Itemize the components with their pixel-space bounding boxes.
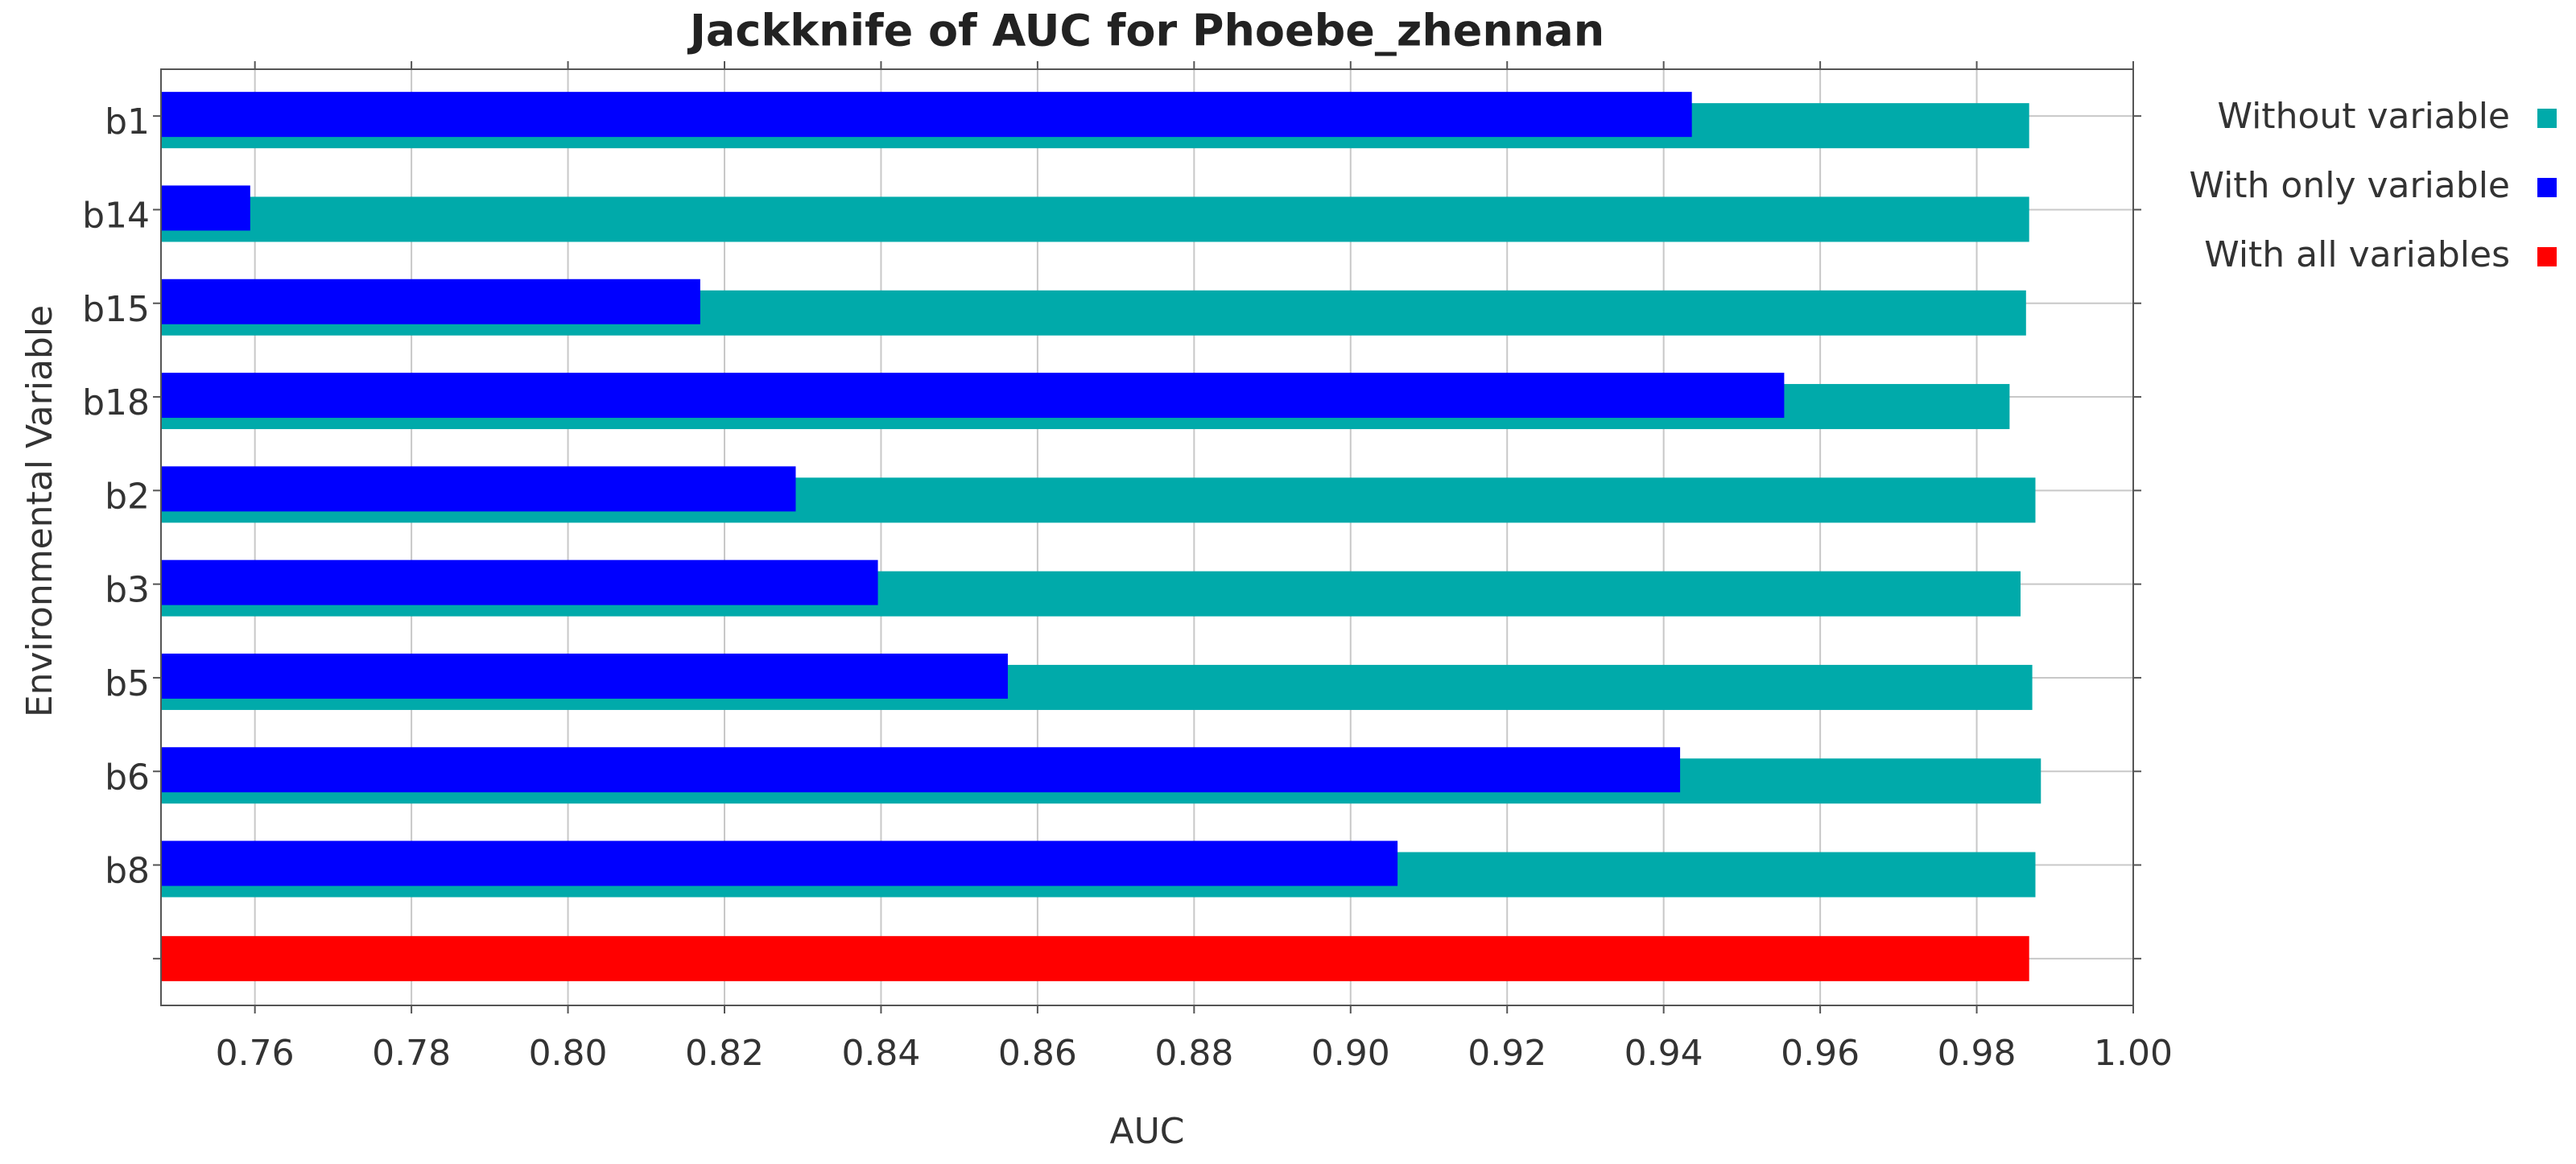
y-tick-label: b15: [82, 289, 150, 330]
x-tick-label: 0.92: [1468, 1033, 1546, 1074]
bar: [161, 935, 2029, 981]
bar: [161, 559, 878, 605]
chart-title: Jackknife of AUC for Phoebe_zhennan: [687, 6, 1604, 56]
y-tick-label: b18: [82, 382, 150, 423]
bar: [161, 196, 2029, 242]
x-tick-label: 0.76: [216, 1033, 295, 1074]
x-tick-label: 0.86: [998, 1033, 1077, 1074]
x-tick-label: 0.96: [1781, 1033, 1860, 1074]
y-tick-label: b2: [105, 476, 150, 517]
bar: [161, 373, 1785, 419]
y-tick-label: b5: [105, 663, 150, 704]
x-tick-label: 0.98: [1938, 1033, 2017, 1074]
x-tick-label: 0.84: [841, 1033, 920, 1074]
x-axis-label: AUC: [1109, 1111, 1184, 1152]
y-axis-label: Environmental Variable: [19, 305, 60, 717]
bar: [161, 747, 1681, 793]
x-tick-label: 1.00: [2094, 1033, 2173, 1074]
legend-swatch: [2537, 247, 2557, 266]
x-tick-label: 0.94: [1624, 1033, 1703, 1074]
y-tick-label: b8: [105, 851, 150, 892]
x-tick-label: 0.80: [529, 1033, 608, 1074]
y-tick-label: b6: [105, 757, 150, 798]
bar: [161, 466, 796, 512]
x-tick-label: 0.82: [685, 1033, 764, 1074]
y-tick-label: b3: [105, 570, 150, 611]
bar: [161, 840, 1398, 886]
x-tick-label: 0.78: [372, 1033, 451, 1074]
bar: [161, 185, 250, 231]
legend-swatch: [2537, 109, 2557, 128]
legend-label: Without variable: [2218, 96, 2510, 137]
bar: [161, 653, 1008, 699]
y-tick-label: b14: [82, 195, 150, 236]
bar: [161, 279, 700, 324]
legend-label: With only variable: [2190, 165, 2510, 206]
bar: [161, 92, 1692, 138]
legend-label: With all variables: [2204, 234, 2510, 275]
x-tick-label: 0.90: [1311, 1033, 1390, 1074]
legend-swatch: [2537, 178, 2557, 197]
plot-frame: [160, 68, 2134, 1006]
y-tick-label: b1: [105, 101, 150, 142]
x-tick-label: 0.88: [1154, 1033, 1233, 1074]
